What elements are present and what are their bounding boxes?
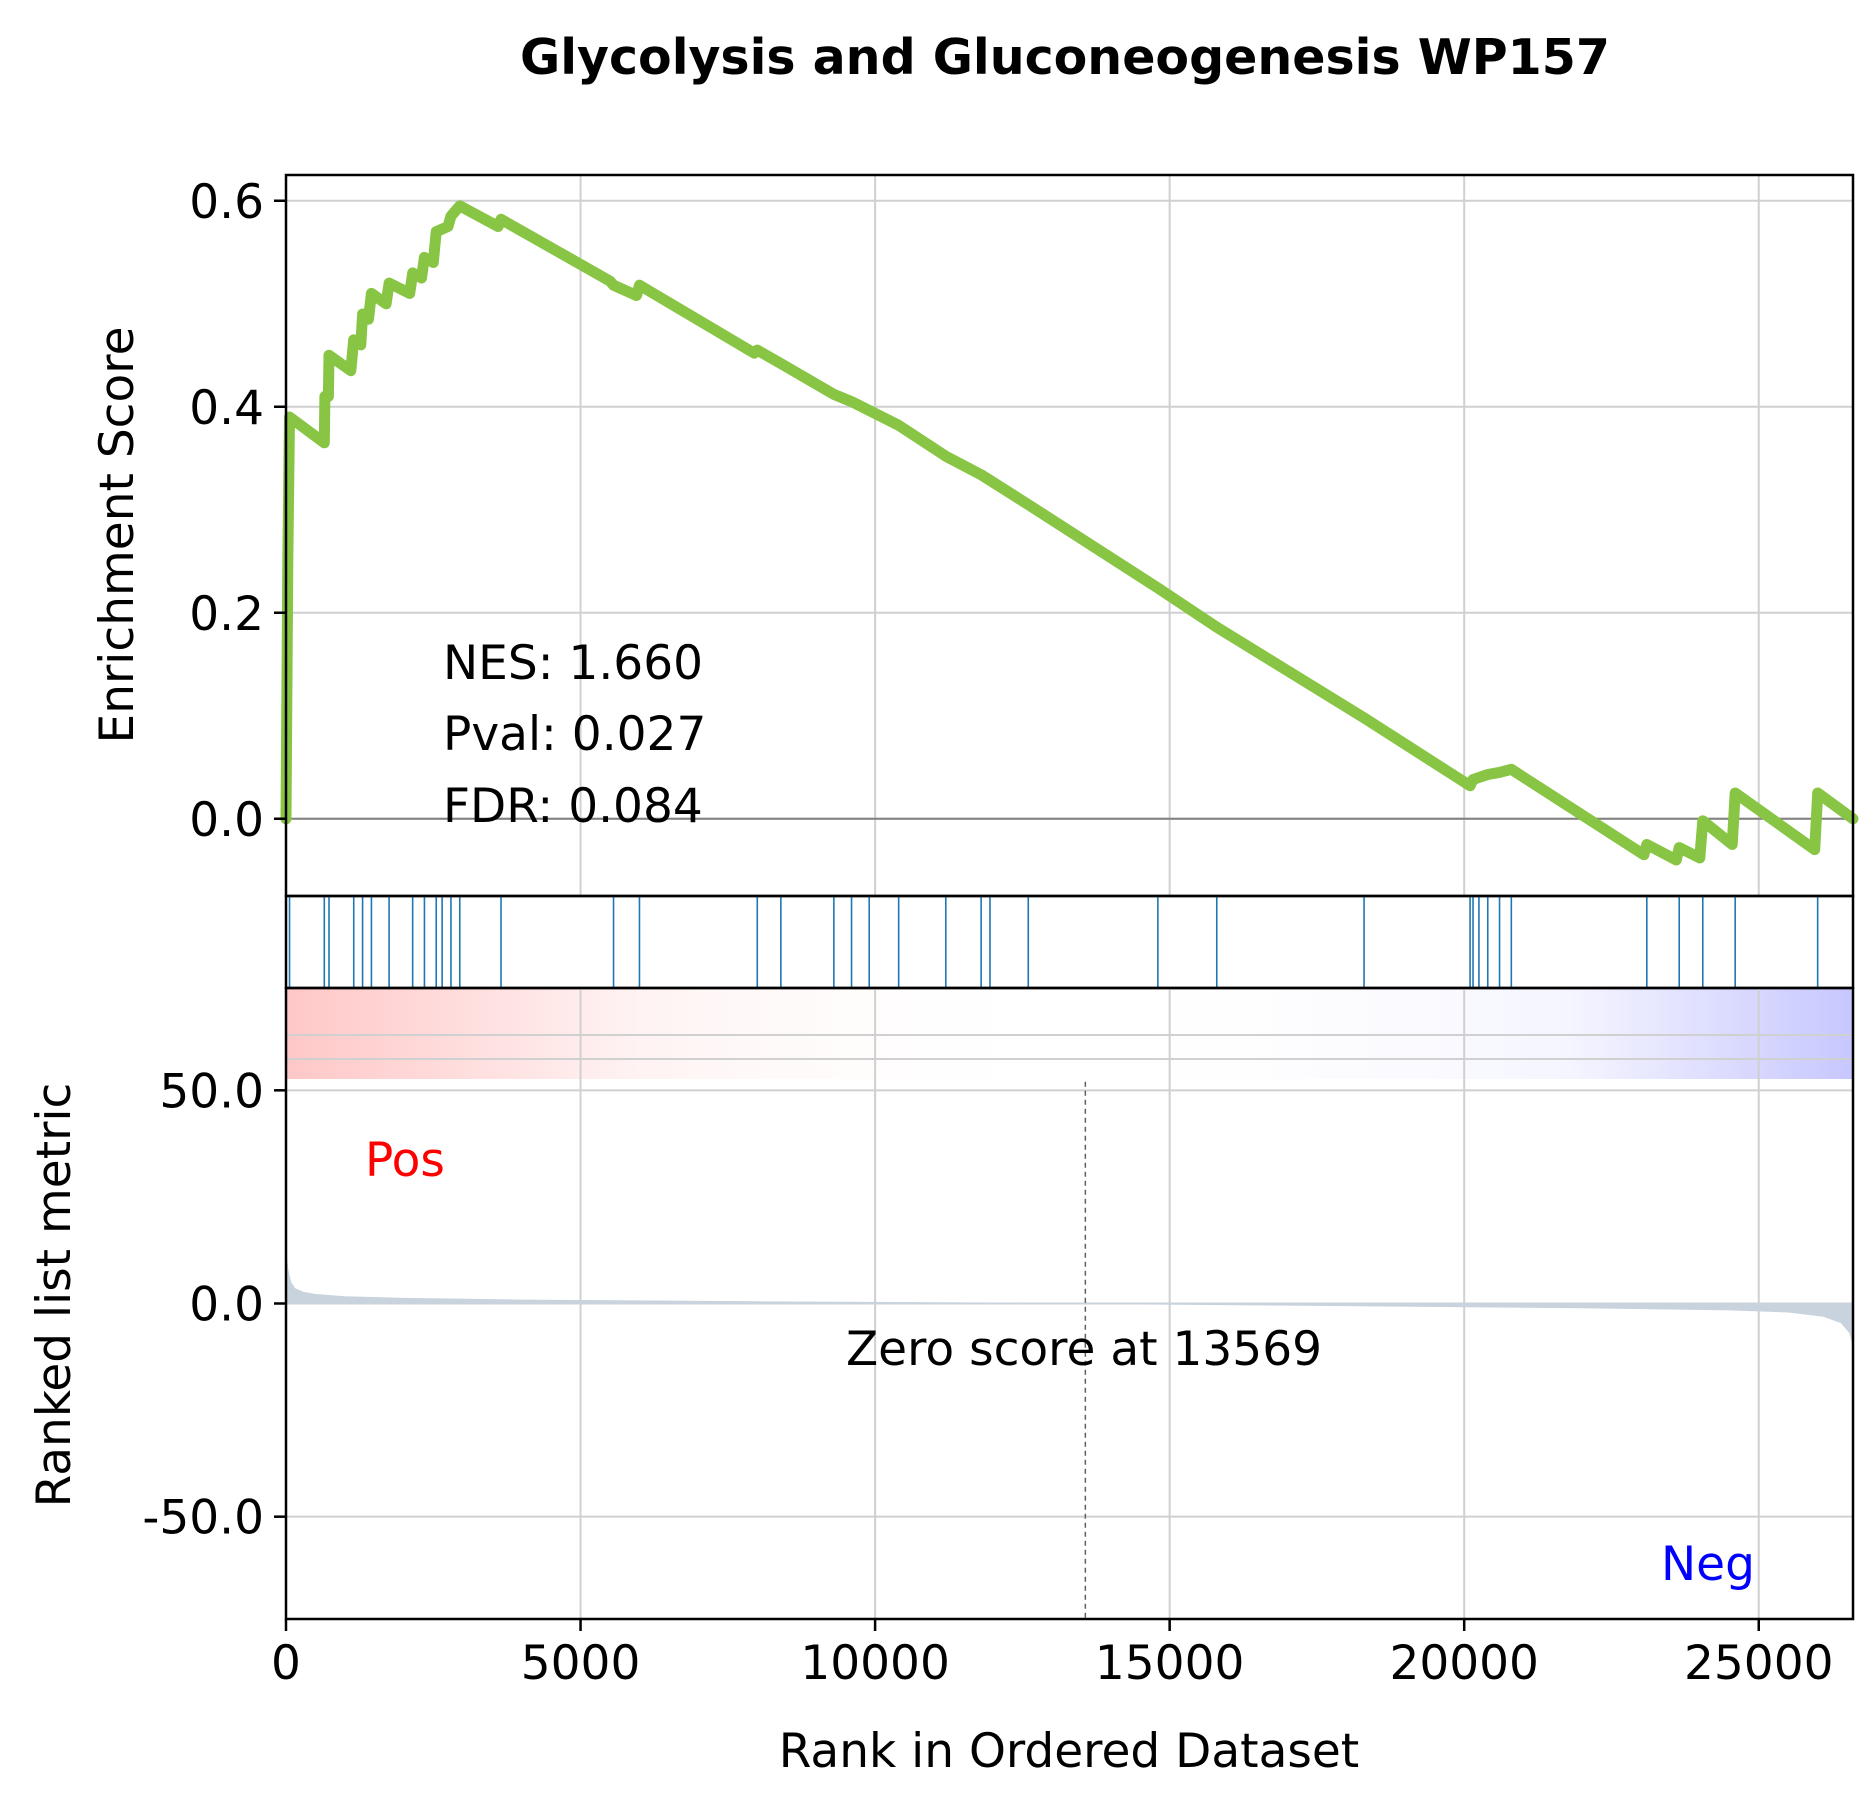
rank-y-axis-label: Ranked list metric [27,1083,82,1508]
rank-frame [284,986,1855,1621]
x-axis-ticks: 0 5000 10000 15000 20000 25000 [271,1619,1834,1691]
zero-score-label: Zero score at 13569 [846,1322,1322,1377]
nes-label: NES: 1.660 [443,636,703,691]
neg-label: Neg [1661,1537,1755,1592]
xtick-label-5: 25000 [1684,1636,1834,1691]
xtick-label-4: 20000 [1389,1636,1539,1691]
es-y-ticks: 0.0 0.2 0.4 0.6 [189,175,286,848]
enrichment-panel: NES: 1.660 Pval: 0.027 FDR: 0.084 0.0 0.2… [90,173,1859,898]
xtick-label-3: 15000 [1095,1636,1245,1691]
chart-title: Glycolysis and Gluconeogenesis WP157 [520,29,1610,86]
rank-gridlines [285,988,1853,1619]
pval-label: Pval: 0.027 [443,707,706,762]
pos-label: Pos [365,1133,445,1188]
rank-heatmap [286,988,1853,1079]
es-curve [280,200,1859,866]
es-ytick-label-2: 0.4 [189,381,264,436]
xtick-label-2: 10000 [800,1636,950,1691]
rank-ytick-label-1: 0.0 [189,1278,264,1333]
es-ytick-label-1: 0.2 [189,587,264,642]
ranked-panel: Zero score at 13569 Pos Neg 50.0 0.0 -50.0… [27,986,1855,1621]
ranked-metric-area [285,1252,1854,1347]
es-ytick-label-0: 0.0 [189,793,264,848]
rank-ytick-label-0: 50.0 [159,1064,264,1119]
hits-panel [284,894,1855,990]
es-stats: NES: 1.660 Pval: 0.027 FDR: 0.084 [443,636,706,834]
fdr-label: FDR: 0.084 [443,779,703,834]
es-ytick-label-3: 0.6 [189,175,264,230]
x-axis-label: Rank in Ordered Dataset [779,1724,1359,1779]
xtick-label-1: 5000 [521,1636,641,1691]
rank-ytick-label-2: -50.0 [142,1491,264,1546]
rank-y-ticks: 50.0 0.0 -50.0 [142,1064,286,1546]
hit-markers [288,896,1819,988]
xtick-label-0: 0 [271,1636,301,1691]
es-y-axis-label: Enrichment Score [90,327,145,744]
hits-frame [284,894,1855,990]
